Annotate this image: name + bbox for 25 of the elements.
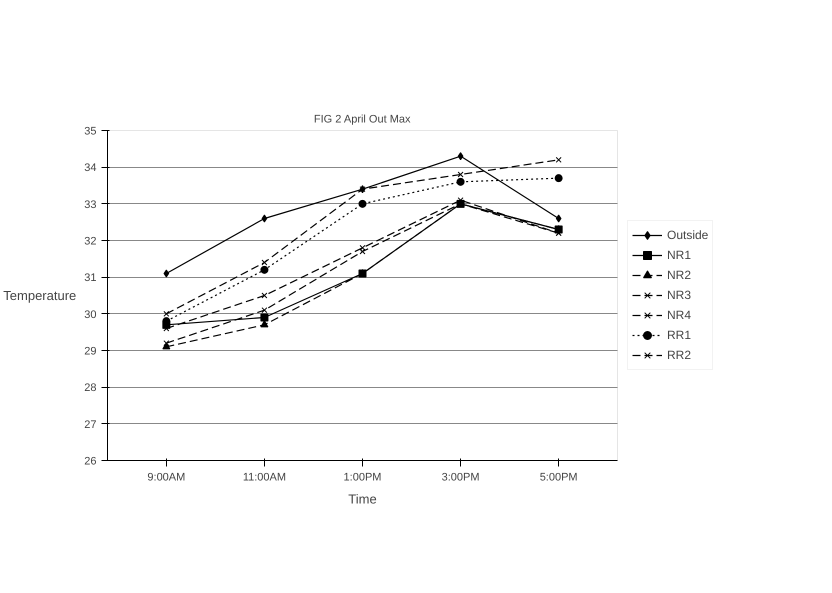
legend-label: NR4 [667,308,692,322]
legend-label: Outside [667,228,708,242]
chart-title: FIG 2 April Out Max [314,114,411,126]
y-tick-label: 30 [84,308,97,321]
x-axis-title: Time [348,492,377,506]
y-tick-label: 32 [84,236,97,248]
y-tick-label: 33 [84,198,97,211]
y-tick-label: 26 [84,456,97,468]
y-tick-label: 34 [84,162,97,174]
x-tick-label: 3:00PM [442,472,480,484]
y-tick-label: 31 [84,272,97,284]
x-tick-label: 9:00AM [147,472,186,484]
y-tick-label: 28 [84,382,97,394]
legend-label: NR2 [667,268,692,282]
y-tick-label: 27 [84,418,97,431]
legend-label: RR1 [667,328,692,342]
y-axis-title: Temperature [3,288,76,303]
x-tick-label: 5:00PM [540,472,578,484]
y-tick-label: 35 [84,126,97,138]
legend-label: RR2 [667,348,692,362]
legend-label: NR3 [667,288,692,302]
x-tick-label: 1:00PM [344,472,382,484]
x-tick-label: 11:00AM [242,472,286,484]
legend-label: NR1 [667,248,692,262]
y-tick-label: 29 [84,346,97,358]
